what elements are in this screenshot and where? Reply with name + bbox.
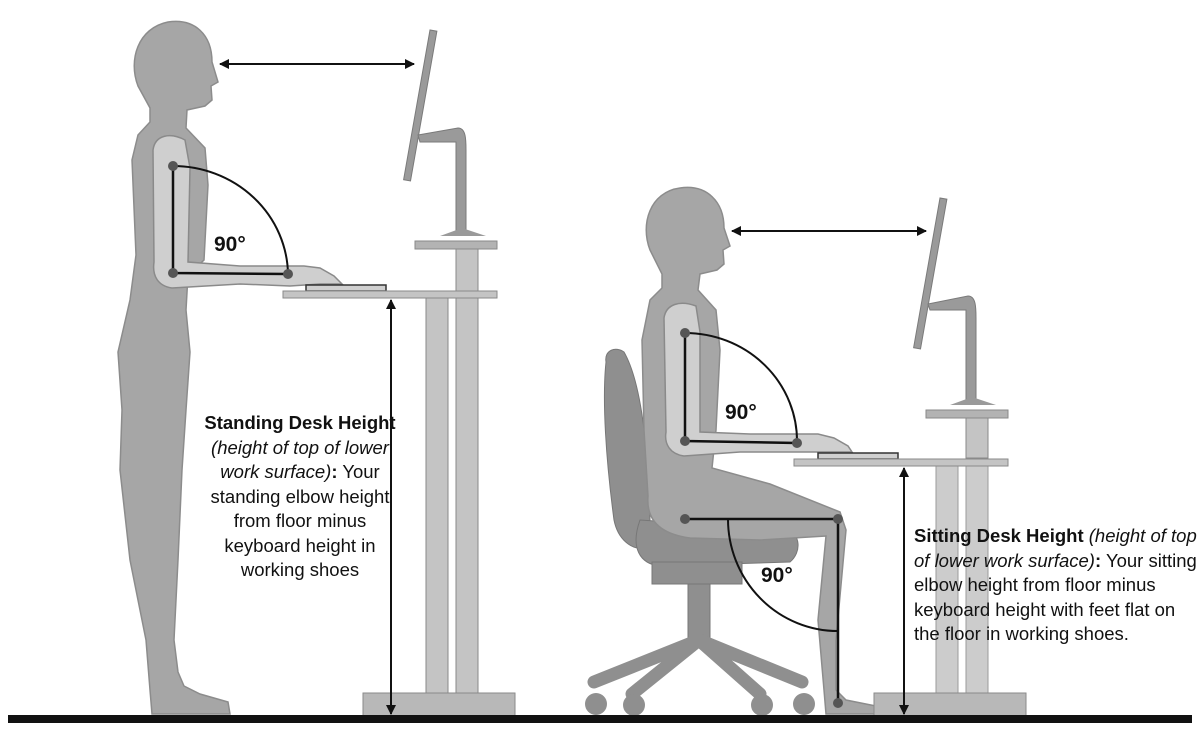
standing-elbow-joint [168,268,178,278]
chair-seat-mount [651,561,743,585]
standing-monitor-screen [403,29,438,182]
standing-upper-shelf [414,240,498,250]
sitting-upper-shelf [925,409,1009,419]
sitting-upper-post [965,417,989,459]
sitting-keyboard [817,452,899,460]
standing-elbow-angle-label: 90° [214,233,246,256]
standing-caption-note: (height of top of lower work surface) [211,436,389,483]
standing-work-surface [282,290,498,299]
sitting-ankle-joint [833,698,843,708]
standing-caption-colon: : [331,461,338,482]
standing-desk-caption: Standing Desk Height (height of top of l… [200,411,400,583]
sitting-caption-colon: : [1094,549,1102,571]
sitting-person [641,186,927,715]
chair-backrest [603,348,651,549]
standing-person [117,20,415,715]
sitting-elbow-joint [680,436,690,446]
chair-wheel [751,694,773,716]
sitting-desk-base [873,692,1027,717]
sitting-knee-angle-label: 90° [761,564,793,587]
standing-shoulder-joint [168,161,178,171]
standing-monitor-base [440,228,486,236]
sitting-work-surface [793,458,1009,467]
sitting-wrist-joint [792,438,802,448]
sitting-shoulder-joint [680,328,690,338]
sitting-monitor-arm [927,295,977,401]
chair-wheel [585,693,607,715]
sitting-monitor-screen [913,197,948,350]
standing-desk-base [362,692,516,717]
standing-upper-arm [152,134,344,289]
standing-post-left [425,297,449,717]
standing-caption-title: Standing Desk Height [204,412,396,433]
standing-keyboard [305,284,387,292]
sitting-caption-body: Your sitting elbow height from floor min… [914,549,1197,645]
sitting-knee-joint [833,514,843,524]
sitting-caption-note: (height of top of lower work surface) [914,525,1197,571]
standing-desk [282,29,516,717]
sitting-hip-joint [680,514,690,524]
chair-wheel [793,693,815,715]
sitting-desk-caption: Sitting Desk Height (height of top of lo… [914,524,1204,647]
sitting-elbow-angle-arc [684,332,799,444]
chair-base-legs [587,633,809,701]
standing-caption-body: Your standing elbow height from floor mi… [210,461,390,580]
sitting-caption-title: Sitting Desk Height [914,525,1084,546]
standing-monitor-arm [417,127,467,233]
floor-line [8,715,1192,723]
standing-wrist-joint [283,269,293,279]
sitting-monitor-base [950,397,996,405]
sitting-body-silhouette [641,186,879,715]
standing-angle-arc [172,165,289,275]
standing-post-right [455,297,479,717]
chair-wheel [623,694,645,716]
sitting-desk [793,197,1027,717]
sitting-upper-arm [663,302,854,457]
sitting-knee-angle-arc [727,518,839,632]
standing-upper-post [455,248,479,292]
standing-body-silhouette [117,20,231,715]
sitting-elbow-angle-label: 90° [725,401,757,424]
